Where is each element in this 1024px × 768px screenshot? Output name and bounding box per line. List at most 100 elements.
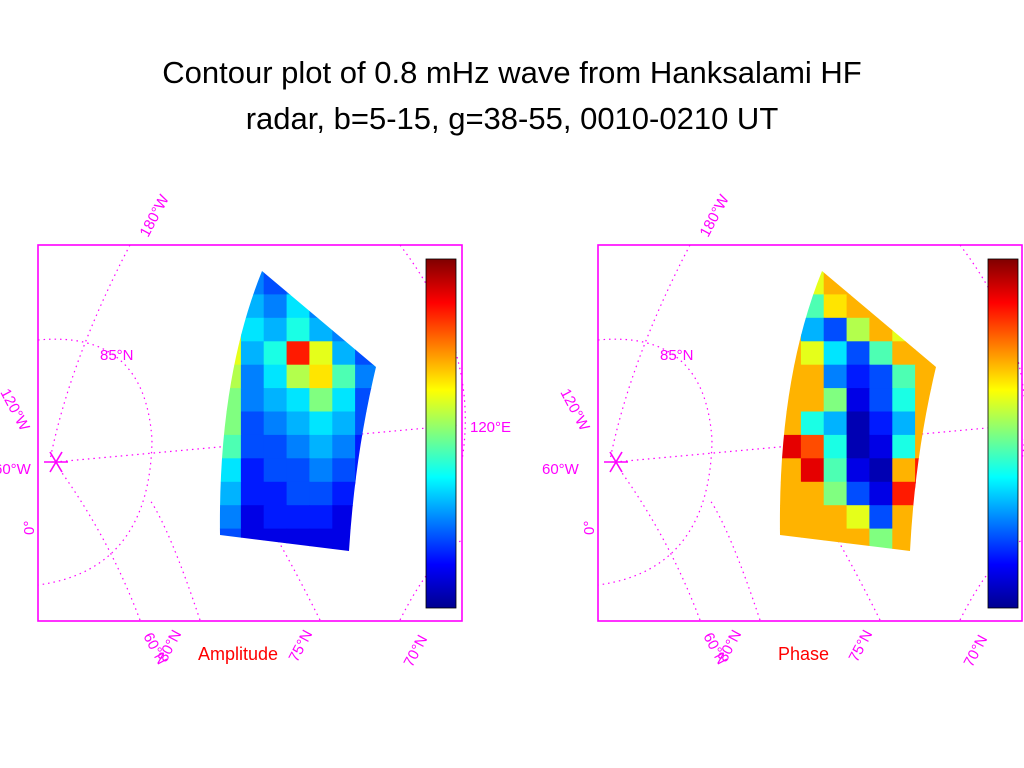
amplitude-cell-r8-c4 — [309, 458, 333, 483]
phase-cell-r10-c4 — [869, 505, 893, 530]
amplitude-cell-r10-c5 — [332, 505, 356, 530]
amplitude-cell-r6-c3 — [286, 411, 311, 436]
phase-cell-r11-c4 — [869, 528, 893, 551]
amplitude-grid-circle-85 — [37, 338, 153, 586]
phase-cell-r0-c2 — [823, 271, 848, 295]
phase-cell-r8-c6 — [915, 458, 936, 483]
amplitude-cell-r2-c6 — [355, 317, 376, 342]
amplitude-cell-r10-c3 — [286, 505, 311, 530]
phase-label-120w: 120°W — [556, 386, 593, 435]
amplitude-cell-r2-c0 — [219, 317, 242, 342]
amplitude-cell-r4-c3 — [286, 364, 311, 389]
phase-cell-r4-c3 — [846, 364, 871, 389]
amplitude-panel: 180°W 85°N 120°W 60°W 0° 120°E 60°N 80°N… — [0, 191, 511, 670]
phase-cell-r5-c3 — [846, 388, 871, 413]
phase-label-85n: 85°N — [660, 347, 694, 364]
phase-cell-r1-c4 — [869, 294, 893, 319]
phase-cell-r5-c6 — [915, 388, 936, 413]
amplitude-cell-r7-c3 — [286, 434, 311, 459]
phase-cell-r2-c1 — [800, 317, 825, 342]
amplitude-label-60w: 60°W — [0, 461, 32, 478]
phase-cell-r5-c0 — [779, 388, 802, 413]
phase-cell-r9-c4 — [869, 481, 893, 506]
amplitude-cell-r4-c2 — [263, 364, 288, 389]
amplitude-cell-r6-c1 — [240, 411, 265, 436]
phase-cell-r3-c2 — [823, 341, 848, 366]
phase-cell-r5-c1 — [800, 388, 825, 413]
amplitude-cell-r7-c0 — [219, 434, 242, 459]
amplitude-cell-r10-c6 — [355, 505, 376, 530]
phase-grid-line-60n — [619, 469, 701, 621]
phase-cell-r5-c5 — [892, 388, 916, 413]
phase-cell-r0-c5 — [892, 271, 916, 295]
slide-title: Contour plot of 0.8 mHz wave from Hanksa… — [0, 50, 1024, 142]
amplitude-cell-r0-c6 — [355, 271, 376, 295]
phase-cell-r6-c1 — [800, 411, 825, 436]
amplitude-cell-r8-c0 — [219, 458, 242, 483]
phase-cell-r11-c2 — [823, 528, 848, 551]
phase-cell-r9-c0 — [779, 481, 802, 506]
phase-cell-r1-c2 — [823, 294, 848, 319]
amplitude-cell-r9-c0 — [219, 481, 242, 506]
amplitude-cell-r3-c0 — [219, 341, 242, 366]
amplitude-cell-r3-c4 — [309, 341, 333, 366]
phase-cell-r0-c4 — [869, 271, 893, 295]
phase-cell-r2-c4 — [869, 317, 893, 342]
amplitude-cell-r8-c6 — [355, 458, 376, 483]
phase-cell-r10-c2 — [823, 505, 848, 530]
phase-cell-r8-c2 — [823, 458, 848, 483]
phase-cell-r4-c4 — [869, 364, 893, 389]
amplitude-cell-r6-c5 — [332, 411, 356, 436]
phase-grid-line-80n — [709, 499, 761, 621]
amplitude-cell-r2-c2 — [263, 317, 288, 342]
phase-cell-r9-c6 — [915, 481, 936, 506]
amplitude-cell-r6-c2 — [263, 411, 288, 436]
phase-cell-r4-c5 — [892, 364, 916, 389]
phase-cell-r0-c6 — [915, 271, 936, 295]
phase-label-70n: 70°N — [961, 632, 992, 670]
phase-cell-r11-c0 — [779, 528, 802, 551]
phase-cell-r8-c3 — [846, 458, 871, 483]
amplitude-cell-r1-c4 — [309, 294, 333, 319]
amplitude-cell-r5-c5 — [332, 388, 356, 413]
phase-cell-r1-c5 — [892, 294, 916, 319]
phase-cell-r11-c3 — [846, 528, 871, 551]
phase-cell-r7-c2 — [823, 434, 848, 459]
amplitude-cell-r8-c1 — [240, 458, 265, 483]
amplitude-cell-r8-c5 — [332, 458, 356, 483]
amplitude-cell-r5-c2 — [263, 388, 288, 413]
amplitude-heatmap — [219, 271, 376, 551]
amplitude-cell-r5-c1 — [240, 388, 265, 413]
amplitude-cell-r6-c4 — [309, 411, 333, 436]
phase-cell-r3-c5 — [892, 341, 916, 366]
phase-cell-r7-c6 — [915, 434, 936, 459]
amplitude-cell-r8-c3 — [286, 458, 311, 483]
amplitude-colorbar — [425, 258, 457, 609]
phase-label-60w: 60°W — [542, 461, 580, 478]
phase-cell-r10-c6 — [915, 505, 936, 530]
phase-cell-r6-c4 — [869, 411, 893, 436]
amplitude-cell-r1-c1 — [240, 294, 265, 319]
phase-grid-circle-85 — [597, 338, 713, 586]
amplitude-cell-r1-c2 — [263, 294, 288, 319]
phase-cell-r8-c1 — [800, 458, 825, 483]
phase-cell-r1-c3 — [846, 294, 871, 319]
amplitude-cell-r11-c5 — [332, 528, 356, 551]
phase-cell-r8-c5 — [892, 458, 916, 483]
amplitude-cell-r2-c1 — [240, 317, 265, 342]
phase-cell-r3-c6 — [915, 341, 936, 366]
amplitude-cell-r2-c4 — [309, 317, 333, 342]
amplitude-cell-r11-c2 — [263, 528, 288, 551]
amplitude-cell-r9-c3 — [286, 481, 311, 506]
phase-frame — [597, 244, 1023, 622]
amplitude-label-75n: 75°N — [286, 627, 317, 665]
amplitude-colorbar-tick: 120°E — [470, 419, 511, 436]
amplitude-cell-r5-c0 — [219, 388, 242, 413]
amplitude-label-85n: 85°N — [100, 347, 134, 364]
amplitude-label-180w: 180°W — [137, 191, 174, 240]
amplitude-cell-r10-c1 — [240, 505, 265, 530]
phase-cell-r9-c2 — [823, 481, 848, 506]
amplitude-cell-r3-c5 — [332, 341, 356, 366]
phase-label-0: 0° — [581, 521, 598, 535]
